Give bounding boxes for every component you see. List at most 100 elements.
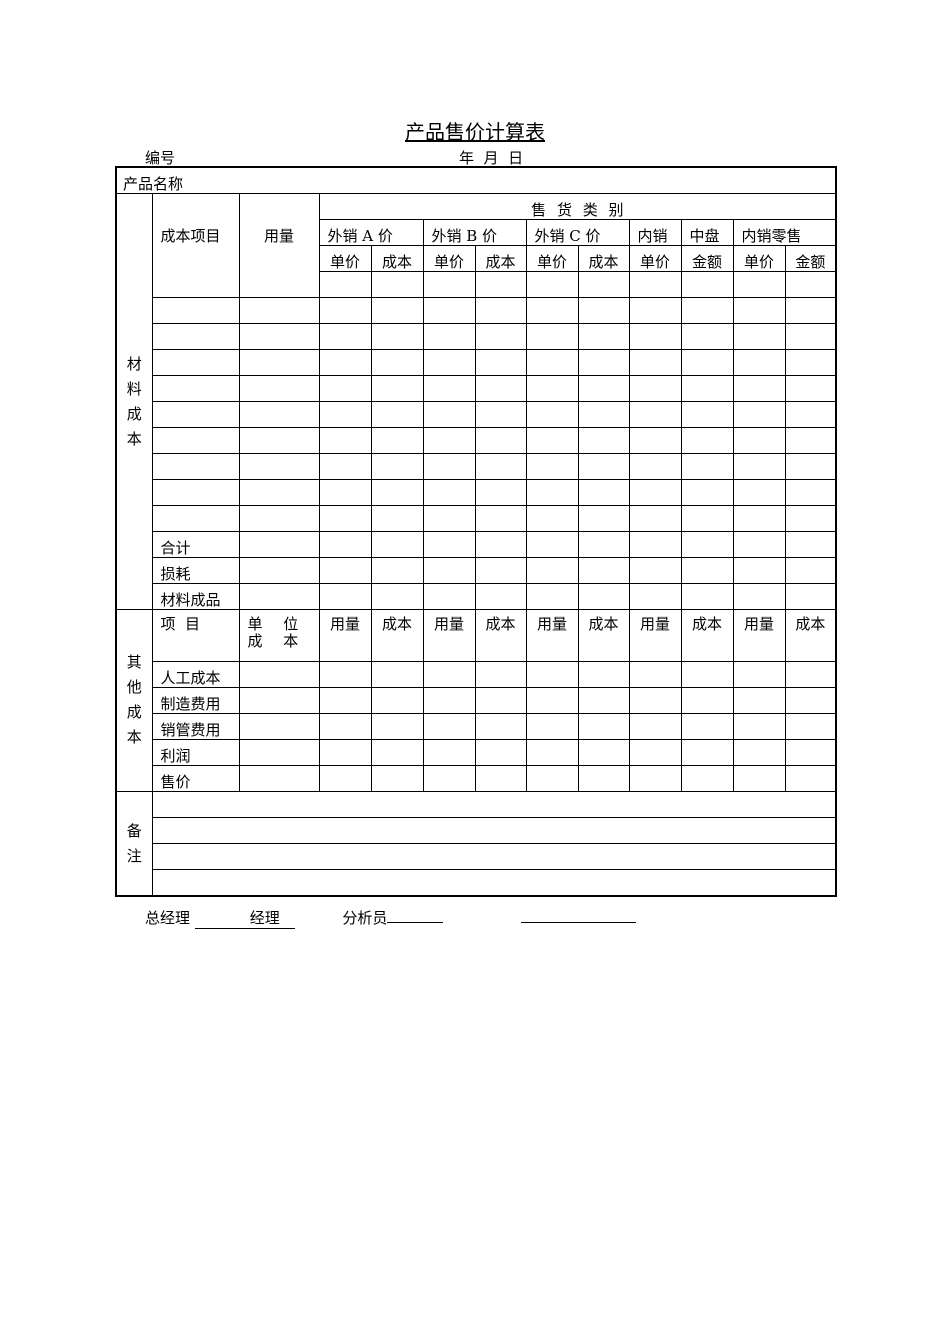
material-row-label[interactable] (151, 401, 240, 428)
table-cell[interactable] (474, 713, 527, 740)
table-cell[interactable] (680, 687, 734, 714)
table-cell[interactable] (318, 531, 372, 558)
remarks-line[interactable] (151, 869, 837, 897)
table-cell[interactable] (732, 505, 786, 532)
table-cell[interactable] (577, 687, 630, 714)
table-cell[interactable] (422, 765, 476, 792)
table-cell[interactable] (318, 271, 372, 298)
table-cell[interactable] (422, 323, 476, 350)
table-cell[interactable] (732, 323, 786, 350)
table-cell[interactable] (474, 661, 527, 688)
material-row-label[interactable] (151, 427, 240, 454)
table-cell[interactable] (422, 479, 476, 506)
table-cell[interactable] (732, 349, 786, 376)
table-cell[interactable] (680, 375, 734, 402)
table-cell[interactable] (525, 401, 579, 428)
table-cell[interactable] (238, 453, 320, 480)
table-cell[interactable] (318, 297, 372, 324)
table-cell[interactable] (474, 583, 527, 610)
table-cell[interactable] (784, 349, 837, 376)
table-cell[interactable] (577, 401, 630, 428)
table-cell[interactable] (680, 297, 734, 324)
table-cell[interactable] (422, 453, 476, 480)
table-cell[interactable] (238, 765, 320, 792)
table-cell[interactable] (732, 375, 786, 402)
table-cell[interactable] (370, 427, 424, 454)
material-row-label[interactable] (151, 479, 240, 506)
material-row-label[interactable] (151, 297, 240, 324)
table-cell[interactable] (370, 505, 424, 532)
table-cell[interactable] (577, 765, 630, 792)
table-cell[interactable] (318, 323, 372, 350)
table-cell[interactable] (422, 297, 476, 324)
table-cell[interactable] (784, 713, 837, 740)
table-cell[interactable] (370, 661, 424, 688)
table-cell[interactable] (238, 739, 320, 766)
table-cell[interactable] (370, 453, 424, 480)
table-cell[interactable] (680, 531, 734, 558)
table-cell[interactable] (370, 271, 424, 298)
table-cell[interactable] (784, 739, 837, 766)
table-cell[interactable] (238, 531, 320, 558)
table-cell[interactable] (628, 375, 682, 402)
table-cell[interactable] (732, 453, 786, 480)
table-cell[interactable] (422, 401, 476, 428)
table-cell[interactable] (422, 375, 476, 402)
table-cell[interactable] (628, 401, 682, 428)
table-cell[interactable] (318, 427, 372, 454)
table-cell[interactable] (474, 479, 527, 506)
material-row-label[interactable] (151, 505, 240, 532)
table-cell[interactable] (680, 427, 734, 454)
table-cell[interactable] (370, 739, 424, 766)
table-cell[interactable] (238, 713, 320, 740)
material-row-label[interactable] (151, 323, 240, 350)
table-cell[interactable] (422, 349, 476, 376)
table-cell[interactable] (422, 583, 476, 610)
table-cell[interactable] (732, 661, 786, 688)
table-cell[interactable] (318, 557, 372, 584)
table-cell[interactable] (525, 297, 579, 324)
table-cell[interactable] (525, 427, 579, 454)
table-cell[interactable] (577, 583, 630, 610)
table-cell[interactable] (422, 505, 476, 532)
table-cell[interactable] (238, 297, 320, 324)
table-cell[interactable] (422, 661, 476, 688)
table-cell[interactable] (732, 713, 786, 740)
remarks-line[interactable] (151, 843, 837, 870)
table-cell[interactable] (370, 297, 424, 324)
table-cell[interactable] (628, 583, 682, 610)
table-cell[interactable] (784, 687, 837, 714)
table-cell[interactable] (628, 557, 682, 584)
table-cell[interactable] (525, 583, 579, 610)
table-cell[interactable] (474, 739, 527, 766)
table-cell[interactable] (370, 713, 424, 740)
material-row-label[interactable] (151, 453, 240, 480)
table-cell[interactable] (318, 505, 372, 532)
table-cell[interactable] (525, 453, 579, 480)
table-cell[interactable] (732, 765, 786, 792)
table-cell[interactable] (318, 349, 372, 376)
table-cell[interactable] (238, 349, 320, 376)
table-cell[interactable] (680, 661, 734, 688)
table-cell[interactable] (628, 479, 682, 506)
table-cell[interactable] (732, 479, 786, 506)
table-cell[interactable] (680, 765, 734, 792)
table-cell[interactable] (577, 713, 630, 740)
material-row-label[interactable] (151, 349, 240, 376)
table-cell[interactable] (318, 661, 372, 688)
table-cell[interactable] (525, 531, 579, 558)
table-cell[interactable] (525, 661, 579, 688)
table-cell[interactable] (577, 479, 630, 506)
table-cell[interactable] (628, 687, 682, 714)
table-cell[interactable] (732, 739, 786, 766)
manager-signature-line[interactable]: 经理 (194, 907, 295, 929)
table-cell[interactable] (784, 765, 837, 792)
table-cell[interactable] (628, 739, 682, 766)
table-cell[interactable] (238, 661, 320, 688)
table-cell[interactable] (318, 687, 372, 714)
table-cell[interactable] (525, 375, 579, 402)
table-cell[interactable] (238, 375, 320, 402)
table-cell[interactable] (680, 271, 734, 298)
table-cell[interactable] (628, 323, 682, 350)
table-cell[interactable] (577, 531, 630, 558)
